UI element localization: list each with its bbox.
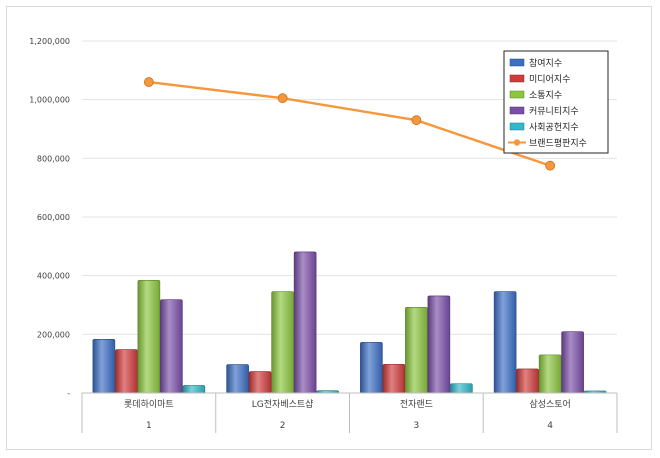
x-category-label: LG전자베스트샵 xyxy=(252,399,314,410)
legend-swatch-커뮤니티지수 xyxy=(509,106,525,115)
x-category-label: 전자랜드 xyxy=(400,399,433,410)
line-series xyxy=(143,77,556,171)
bar-소통지수 xyxy=(271,291,294,394)
bar-미디어지수 xyxy=(248,371,272,394)
bar-참여지수 xyxy=(360,341,383,394)
bar-미디어지수 xyxy=(382,363,406,394)
legend-swatch-참여지수 xyxy=(509,58,525,67)
chart-frame: - 200,000 400,000 600,000 800,000 1,000,000 1,… xyxy=(6,6,652,450)
y-axis-ticks: - 200,000 400,000 600,000 800,000 1,000,000 1,… xyxy=(29,37,70,398)
y-tick-label: - xyxy=(67,389,70,398)
bar-커뮤니티지수 xyxy=(427,295,451,394)
legend-label-사회공헌지수: 사회공헌지수 xyxy=(529,122,579,133)
point-브랜드평판지수 xyxy=(545,160,556,171)
bar-커뮤니티지수 xyxy=(561,331,584,394)
bar-참여지수 xyxy=(92,339,116,394)
x-category-label: 삼성스토어 xyxy=(529,399,570,410)
legend-swatch-미디어지수 xyxy=(509,74,525,83)
legend-label-커뮤니티지수: 커뮤니티지수 xyxy=(529,106,579,117)
x-subcategory-label: 2 xyxy=(280,421,286,431)
x-axis: 롯데하이마트 1 LG전자베스트샵 2 전자랜드 3 삼성스토어 4 xyxy=(81,392,618,433)
chart-svg: - 200,000 400,000 600,000 800,000 1,000,000 1,… xyxy=(29,37,618,433)
bar-사회공헌지수 xyxy=(450,383,473,394)
bar-소통지수 xyxy=(405,307,428,394)
gridlines xyxy=(82,40,617,335)
bar-소통지수 xyxy=(137,280,161,394)
x-subcategory-label: 1 xyxy=(146,421,152,431)
y-tick-label: 200,000 xyxy=(37,330,70,339)
line-브랜드평판지수 xyxy=(148,80,551,167)
x-subcategory-label: 3 xyxy=(414,421,420,431)
y-tick-label: 1,200,000 xyxy=(29,37,70,46)
y-tick-label: 400,000 xyxy=(37,272,70,281)
bar-참여지수 xyxy=(493,291,517,394)
legend-label-참여지수: 참여지수 xyxy=(529,57,562,69)
y-tick-label: 800,000 xyxy=(37,154,70,163)
bar-커뮤니티지수 xyxy=(160,299,183,394)
legend-label-미디어지수: 미디어지수 xyxy=(529,74,570,85)
legend-marker-브랜드평판지수 xyxy=(513,139,521,146)
bar-미디어지수 xyxy=(115,349,138,394)
bar-커뮤니티지수 xyxy=(293,251,317,394)
bar-참여지수 xyxy=(226,364,249,394)
legend-box xyxy=(503,50,609,154)
bar-미디어지수 xyxy=(516,368,539,394)
legend-label-브랜드평판지수: 브랜드평판지수 xyxy=(529,138,587,149)
point-브랜드평판지수 xyxy=(143,77,154,87)
legend-swatch-사회공헌지수 xyxy=(509,122,525,131)
bars xyxy=(92,251,607,394)
x-subcategory-label: 4 xyxy=(547,421,553,431)
bar-소통지수 xyxy=(538,354,562,394)
y-tick-label: 1,000,000 xyxy=(29,96,70,105)
y-tick-label: 600,000 xyxy=(37,213,70,222)
legend-label-소통지수: 소통지수 xyxy=(529,90,562,101)
legend-swatch-소통지수 xyxy=(509,90,525,99)
x-category-label: 롯데하이마트 xyxy=(124,399,174,410)
point-브랜드평판지수 xyxy=(411,115,422,126)
bar-사회공헌지수 xyxy=(182,385,206,394)
point-브랜드평판지수 xyxy=(277,93,288,104)
